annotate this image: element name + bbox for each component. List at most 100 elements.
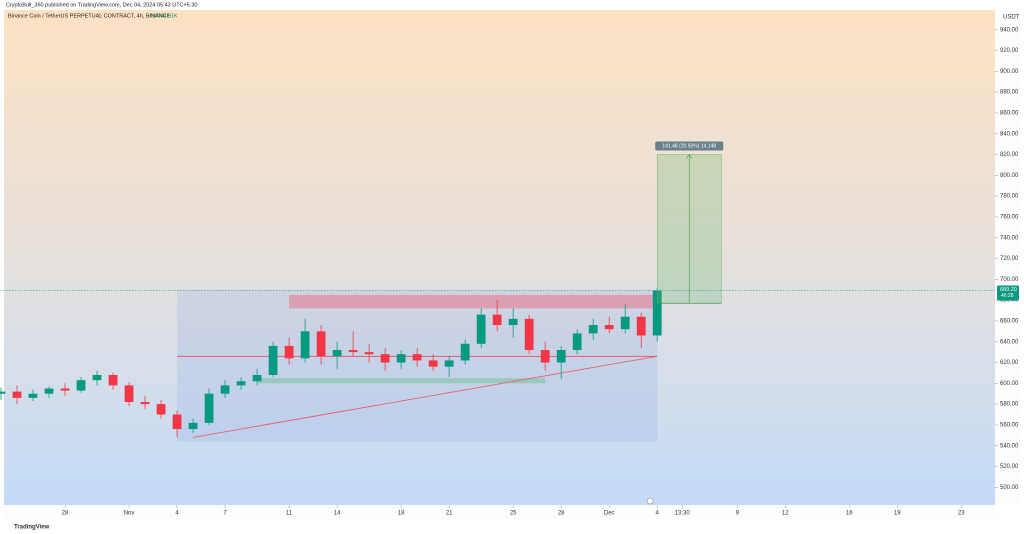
candle-body <box>60 388 70 391</box>
y-tick-label: 920.00 <box>1000 48 1019 54</box>
last-price-box <box>997 285 1019 301</box>
y-tick-label: 880.00 <box>1000 90 1019 96</box>
y-tick-label: 500.00 <box>1000 485 1019 491</box>
y-tick-label: 900.00 <box>1000 69 1019 75</box>
candle-body <box>588 325 598 334</box>
candle-body <box>44 388 54 394</box>
x-tick-label: 4 <box>656 511 660 517</box>
last-price-label: 689.20 <box>1000 287 1017 293</box>
x-tick-label: 7 <box>223 511 227 517</box>
x-tick-label: 21 <box>446 511 453 517</box>
publisher: CryptoBull_360 published on TradingView.… <box>6 2 197 8</box>
y-tick-label: 620.00 <box>1000 360 1019 366</box>
x-tick-label: 18 <box>398 511 405 517</box>
y-tick-label: 540.00 <box>1000 443 1019 449</box>
candle-body <box>28 393 38 398</box>
y-tick-label: 580.00 <box>1000 402 1019 408</box>
candle-body <box>380 354 390 363</box>
candle-body <box>252 374 262 382</box>
candle-body <box>444 360 454 367</box>
candle-body <box>76 380 86 391</box>
candle-body <box>300 331 310 359</box>
event-icon <box>646 497 654 505</box>
candle-body <box>652 290 662 336</box>
y-tick-label: 720.00 <box>1000 256 1019 262</box>
x-tick-label: 11 <box>286 511 293 517</box>
countdown: 46:28 <box>1001 293 1014 299</box>
candle-body <box>412 354 422 361</box>
y-tick-label: 600.00 <box>1000 381 1019 387</box>
candle-body <box>460 343 470 361</box>
y-tick-label: 840.00 <box>1000 131 1019 137</box>
drawn-line <box>192 355 658 438</box>
x-tick-label: 14 <box>334 511 341 517</box>
x-tick-label: 28 <box>62 511 69 517</box>
y-tick-label: 940.00 <box>1000 27 1019 33</box>
candle-body <box>572 333 582 351</box>
candle-body <box>620 316 630 330</box>
volume-label: Vol 564.91K <box>148 13 178 19</box>
y-tick-label: 820.00 <box>1000 152 1019 158</box>
candle-body <box>540 350 550 363</box>
candle-body <box>188 422 198 430</box>
candle-body <box>316 331 326 357</box>
x-tick-label: 4 <box>175 511 179 517</box>
candle-body <box>12 391 22 398</box>
candle-body <box>124 385 134 403</box>
arrow-head <box>685 153 693 159</box>
unit-label: USDT <box>1003 15 1020 21</box>
candle-body <box>364 352 374 355</box>
candle-body <box>140 402 150 405</box>
candle-body <box>236 381 246 386</box>
x-tick-label: 25 <box>510 511 517 517</box>
candle-body <box>492 314 502 326</box>
x-tick-label: Dec <box>604 511 615 517</box>
candle-body <box>92 374 102 381</box>
candle-body <box>268 345 278 375</box>
y-tick-label: 700.00 <box>1000 277 1019 283</box>
x-tick-label: 12 <box>782 511 789 517</box>
symbol-title: Binance Coin / TetherUS PERPETUAL CONTRA… <box>8 13 171 19</box>
plot-area <box>4 10 995 505</box>
candle-body <box>220 385 230 394</box>
y-tick-label: 680.00 <box>1000 298 1019 304</box>
time-axis <box>4 505 995 519</box>
candle-body <box>172 414 182 430</box>
candle-body <box>284 345 294 359</box>
position-label: 141.48 (20.93%) 14,148 <box>662 143 716 149</box>
candle-body <box>636 316 646 336</box>
candle-body <box>428 360 438 367</box>
x-tick-label: 28 <box>558 511 565 517</box>
candle-body <box>604 325 614 330</box>
y-tick-label: 800.00 <box>1000 173 1019 179</box>
candle-body <box>332 350 342 357</box>
candle-body <box>156 404 166 415</box>
candle-body <box>524 318 534 351</box>
candle-body <box>396 354 406 363</box>
candle-body <box>0 391 6 394</box>
y-tick-label: 640.00 <box>1000 339 1019 345</box>
y-tick-label: 760.00 <box>1000 214 1019 220</box>
candle-body <box>556 350 566 363</box>
brand: TradingView <box>14 525 50 531</box>
candle-body <box>508 318 518 326</box>
x-tick-label: 19 <box>894 511 901 517</box>
x-tick-label: 13:30 <box>675 511 691 517</box>
x-tick-label: 9 <box>736 511 740 517</box>
candle-body <box>204 393 214 423</box>
candle-body <box>108 374 118 386</box>
y-tick-label: 560.00 <box>1000 422 1019 428</box>
candle-body <box>348 350 358 353</box>
x-tick-label: Nov <box>124 511 135 517</box>
price-axis <box>995 10 1020 505</box>
y-tick-label: 860.00 <box>1000 110 1019 116</box>
y-tick-label: 740.00 <box>1000 235 1019 241</box>
zone <box>289 294 658 309</box>
x-tick-label: 16 <box>846 511 853 517</box>
position-label-box <box>655 141 724 151</box>
y-tick-label: 660.00 <box>1000 318 1019 324</box>
y-tick-label: 520.00 <box>1000 464 1019 470</box>
x-tick-label: 23 <box>958 511 965 517</box>
candle-body <box>476 314 486 344</box>
